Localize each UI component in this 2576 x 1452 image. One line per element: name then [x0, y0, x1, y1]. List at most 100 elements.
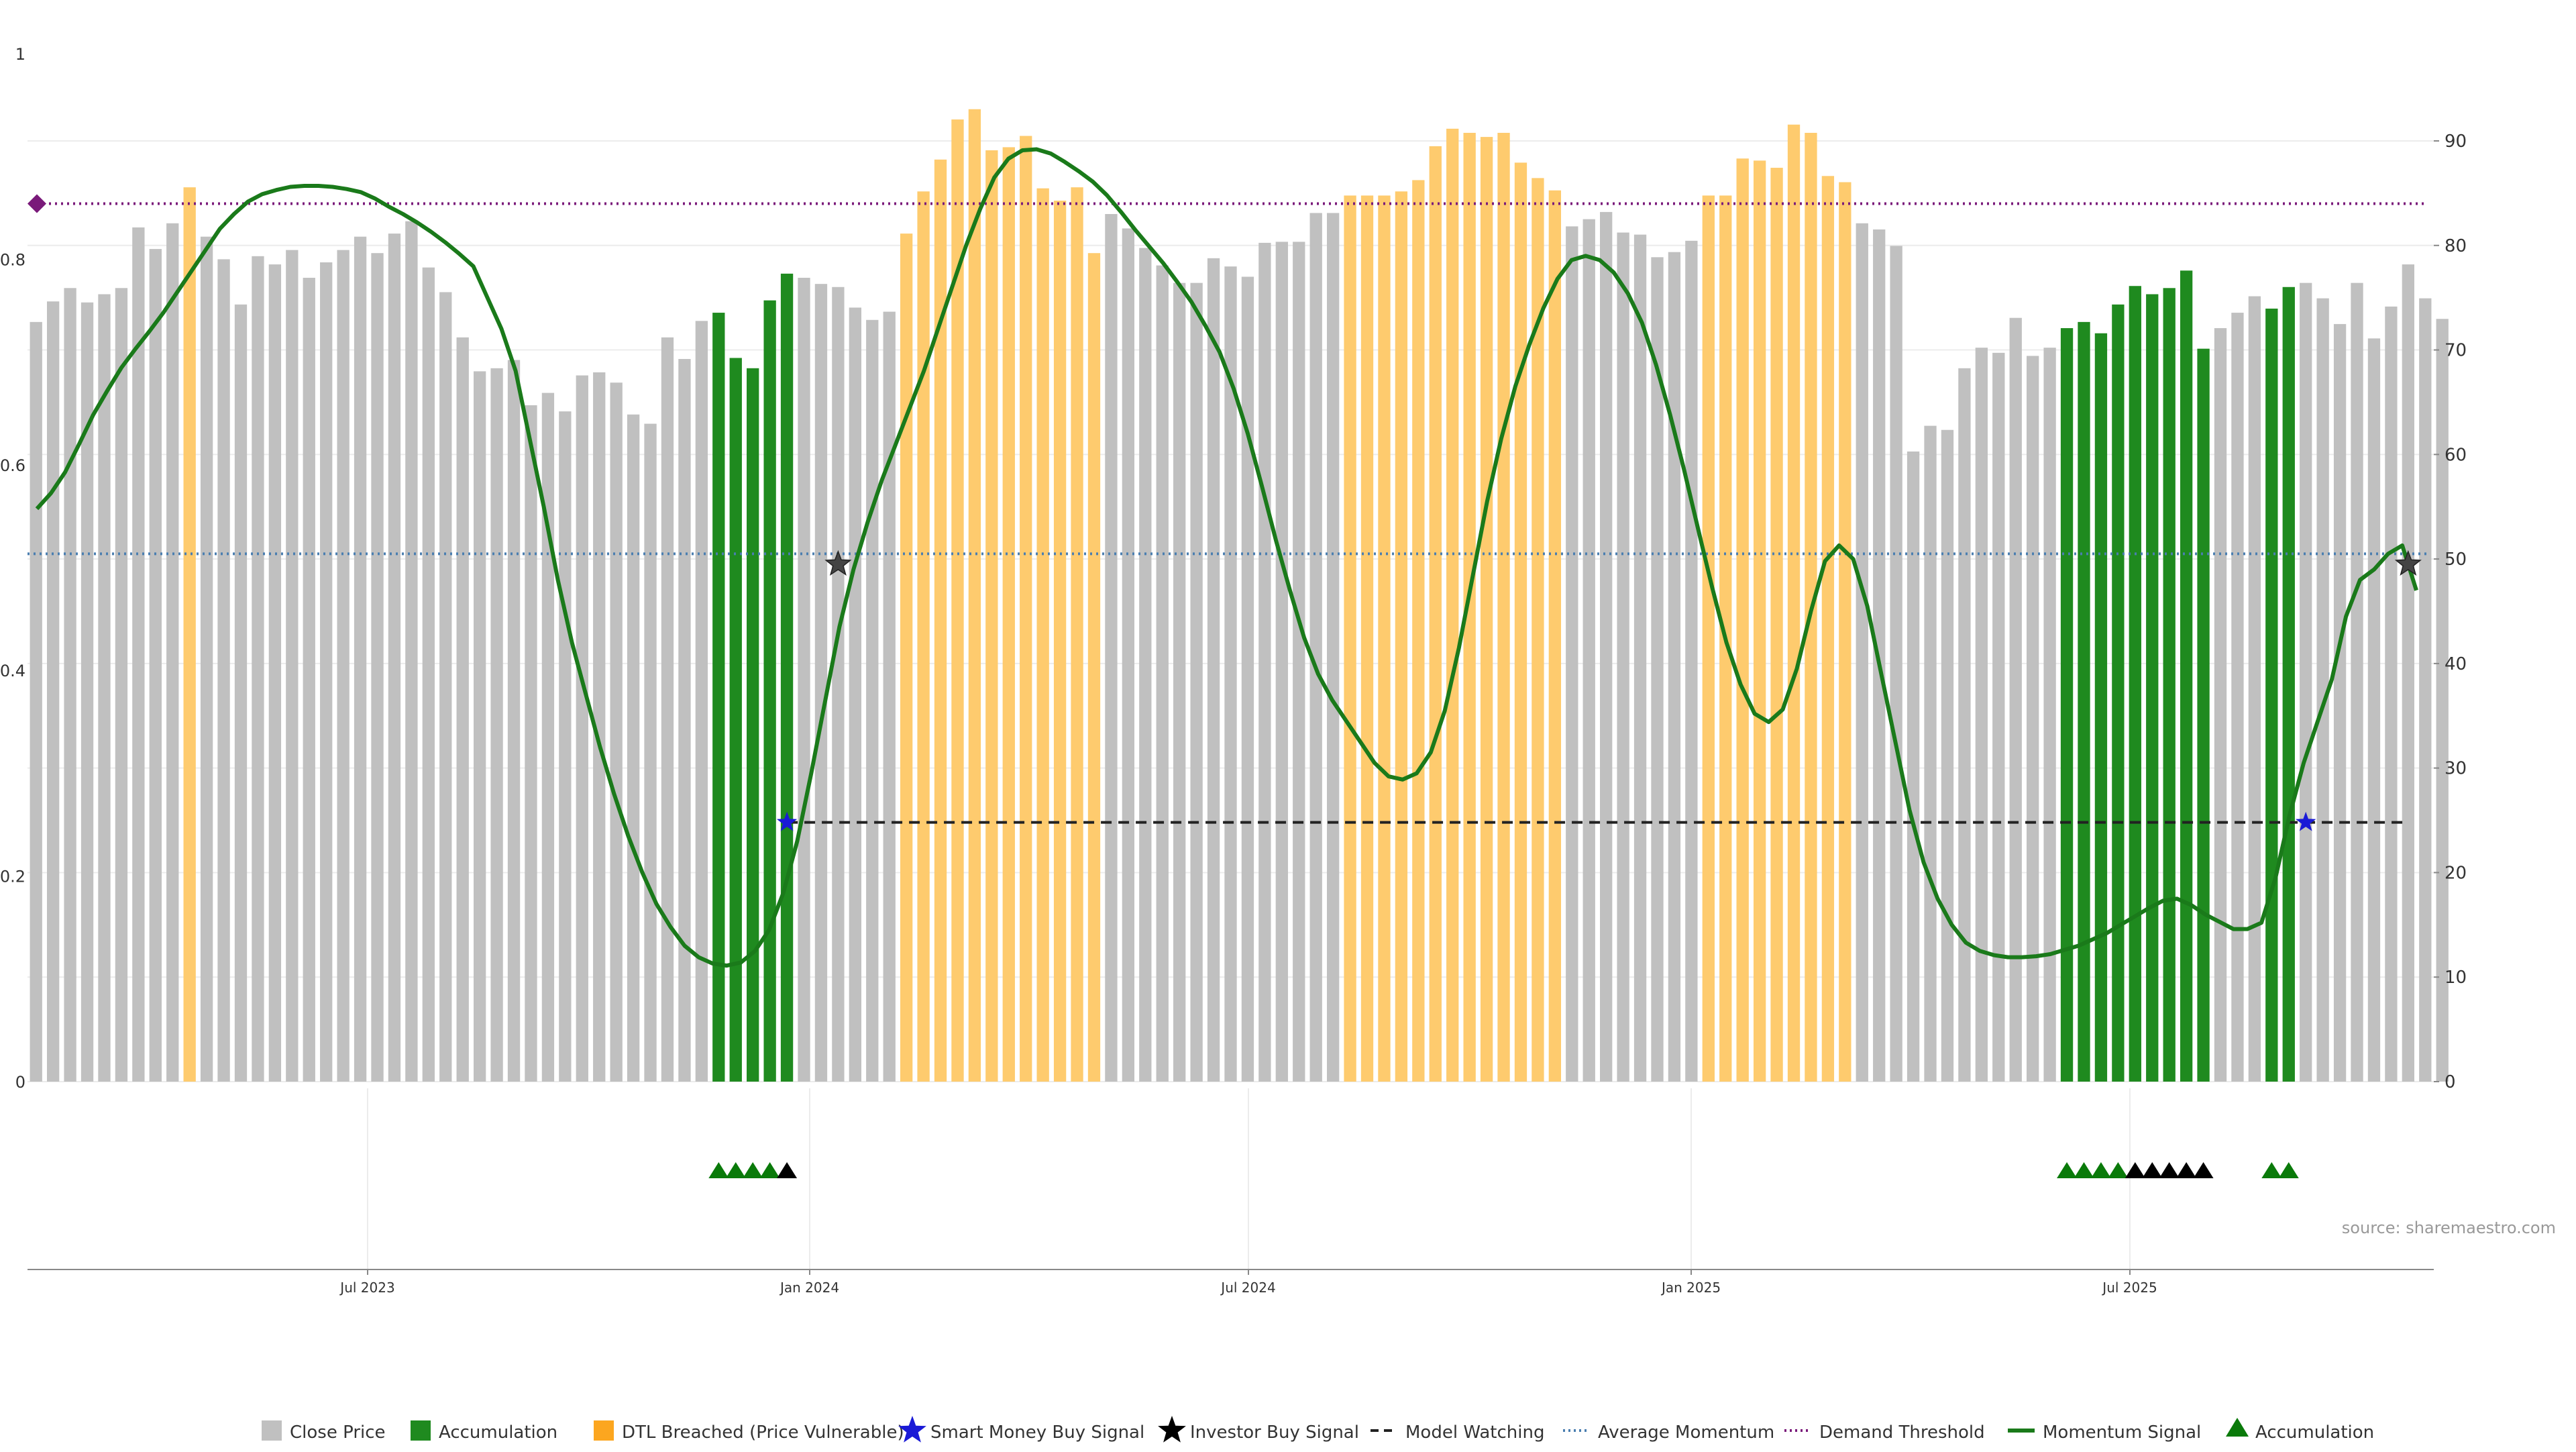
price-bar [1856, 223, 1868, 1082]
price-bar [2282, 287, 2295, 1082]
investor-triangle [2159, 1162, 2180, 1178]
x-tick-label: Jul 2023 [339, 1280, 394, 1296]
price-bar [917, 191, 930, 1082]
price-bar [268, 264, 282, 1082]
accumulation-triangle [759, 1162, 780, 1178]
legend-star-icon [898, 1416, 926, 1443]
price-bar [1071, 187, 1083, 1082]
price-bar [217, 259, 230, 1082]
legend-item: Accumulation [2226, 1418, 2374, 1443]
price-bar [883, 311, 896, 1082]
accumulation-triangle [708, 1162, 729, 1178]
price-bar [1326, 213, 1340, 1082]
legend-item: Model Watching [1371, 1422, 1544, 1443]
price-bar [1190, 282, 1203, 1082]
price-bar [2197, 348, 2210, 1082]
price-bar [303, 277, 315, 1082]
signal-markers [708, 550, 2422, 1178]
price-bar [747, 368, 759, 1082]
x-tick-label: Jan 2024 [779, 1280, 839, 1296]
price-bar [1821, 176, 1835, 1082]
price-bar [2316, 298, 2329, 1082]
price-bar [2300, 282, 2312, 1082]
price-bar [2214, 328, 2227, 1082]
accumulation-triangle [743, 1162, 763, 1178]
price-bar [1958, 368, 1971, 1082]
price-bar [849, 307, 861, 1082]
left-tick-label: 0.8 [0, 250, 25, 269]
price-bar [814, 284, 828, 1082]
left-tick-label: 0.2 [0, 868, 25, 886]
price-bar [1600, 211, 1613, 1082]
price-bar [729, 358, 742, 1082]
price-bar [1122, 228, 1135, 1082]
price-bar [1360, 195, 1374, 1082]
price-bar [1156, 265, 1169, 1082]
price-bar [934, 159, 947, 1082]
price-bar [2180, 270, 2193, 1082]
legend: Close Price Accumulation DTL Breached (Pri… [262, 1416, 2374, 1443]
price-bar [985, 150, 998, 1082]
price-bar [712, 313, 725, 1082]
price-bar [695, 321, 708, 1082]
left-tick-label: 0.6 [0, 456, 25, 475]
legend-swatch [594, 1420, 614, 1441]
price-bar [2146, 294, 2159, 1082]
price-bar [234, 304, 248, 1082]
price-bar [2351, 282, 2363, 1082]
source-label: source: sharemaestro.com [2342, 1218, 2556, 1237]
price-bar [2009, 317, 2022, 1082]
price-bar [1497, 132, 1510, 1082]
right-tick-label: 40 [2445, 654, 2467, 674]
price-bar [2402, 264, 2414, 1082]
price-bar [2436, 319, 2449, 1082]
legend-item: Investor Buy Signal [1158, 1416, 1359, 1443]
price-bar [1309, 213, 1322, 1082]
price-bar [866, 319, 879, 1082]
price-bar [1002, 147, 1015, 1082]
price-bar [1241, 276, 1254, 1082]
price-bars [30, 109, 2449, 1082]
legend-star-icon [1158, 1416, 1186, 1443]
price-bar [1532, 178, 1544, 1082]
price-bar [1753, 160, 1766, 1082]
price-bar [1139, 248, 1152, 1082]
legend-item: Accumulation [411, 1420, 557, 1443]
price-bar [1548, 190, 1562, 1082]
price-bar [166, 223, 179, 1082]
price-bar [2163, 288, 2176, 1082]
price-bar [1053, 201, 1067, 1082]
accumulation-triangle [2261, 1162, 2282, 1178]
legend-triangle-icon [2226, 1418, 2249, 1437]
price-bar [1173, 282, 1186, 1082]
price-bar [388, 234, 401, 1082]
price-bar [1566, 226, 1578, 1082]
price-bar [2419, 298, 2432, 1082]
legend-label: Accumulation [439, 1422, 557, 1443]
legend-label: DTL Breached (Price Vulnerable) [622, 1422, 904, 1443]
price-bar [763, 300, 776, 1082]
price-bar [2043, 348, 2056, 1082]
accumulation-triangle [2057, 1162, 2078, 1178]
price-bar [1105, 213, 1118, 1082]
price-bar [951, 119, 964, 1082]
price-bar [1446, 128, 1459, 1082]
demand-threshold-marker [28, 194, 46, 213]
price-bar [2367, 338, 2381, 1082]
price-bar [1480, 137, 1493, 1082]
smart-money-signal-star [776, 811, 798, 831]
legend-label: Investor Buy Signal [1190, 1422, 1359, 1443]
legend-label: Average Momentum [1598, 1422, 1774, 1443]
price-bar [2094, 333, 2108, 1082]
price-bar [644, 423, 657, 1082]
investor-triangle [2142, 1162, 2163, 1178]
legend-label: Accumulation [2255, 1422, 2374, 1443]
price-bar [132, 227, 145, 1082]
price-bar [1087, 253, 1101, 1082]
price-bar [1941, 429, 1954, 1082]
price-bar [473, 371, 486, 1082]
legend-swatch [262, 1420, 282, 1441]
price-bar [1890, 246, 1902, 1082]
price-bar [1651, 257, 1664, 1082]
